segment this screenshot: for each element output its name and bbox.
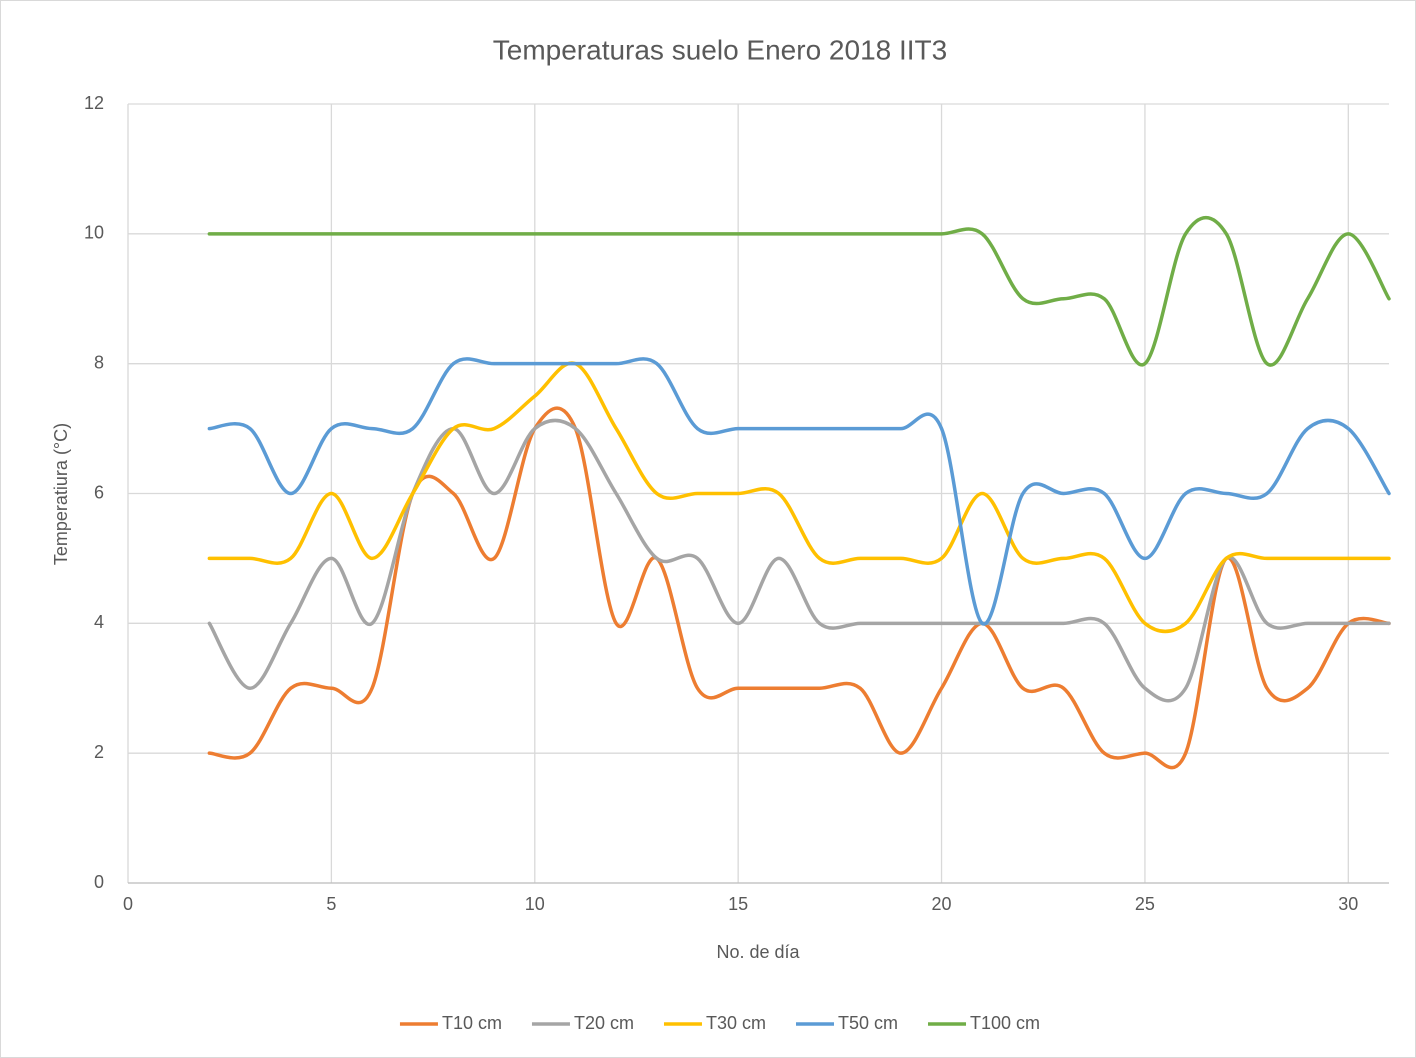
line-series	[207, 418, 1391, 703]
x-tick-label: 0	[123, 894, 133, 914]
legend-label: T30 cm	[706, 1013, 766, 1033]
y-axis-label: Temperatiura (°C)	[51, 423, 71, 565]
legend-label: T20 cm	[574, 1013, 634, 1033]
y-tick-label: 0	[94, 872, 104, 892]
x-axis-label: No. de día	[716, 942, 800, 962]
chart-title: Temperaturas suelo Enero 2018 IIT3	[493, 34, 947, 65]
line-series	[207, 216, 1391, 367]
x-tick-label: 10	[525, 894, 545, 914]
x-tick-label: 25	[1135, 894, 1155, 914]
line-series	[207, 357, 1391, 626]
legend-label: T10 cm	[442, 1013, 502, 1033]
x-tick-label: 15	[728, 894, 748, 914]
y-tick-label: 4	[94, 612, 104, 632]
x-tick-label: 5	[326, 894, 336, 914]
y-tick-label: 10	[84, 223, 104, 243]
x-tick-label: 20	[932, 894, 952, 914]
x-tick-label: 30	[1338, 894, 1358, 914]
y-tick-label: 8	[94, 352, 104, 372]
y-tick-label: 12	[84, 93, 104, 113]
y-tick-label: 6	[94, 482, 104, 502]
line-series	[207, 361, 1391, 634]
legend-label: T100 cm	[970, 1013, 1040, 1033]
legend-label: T50 cm	[838, 1013, 898, 1033]
y-tick-label: 2	[94, 742, 104, 762]
